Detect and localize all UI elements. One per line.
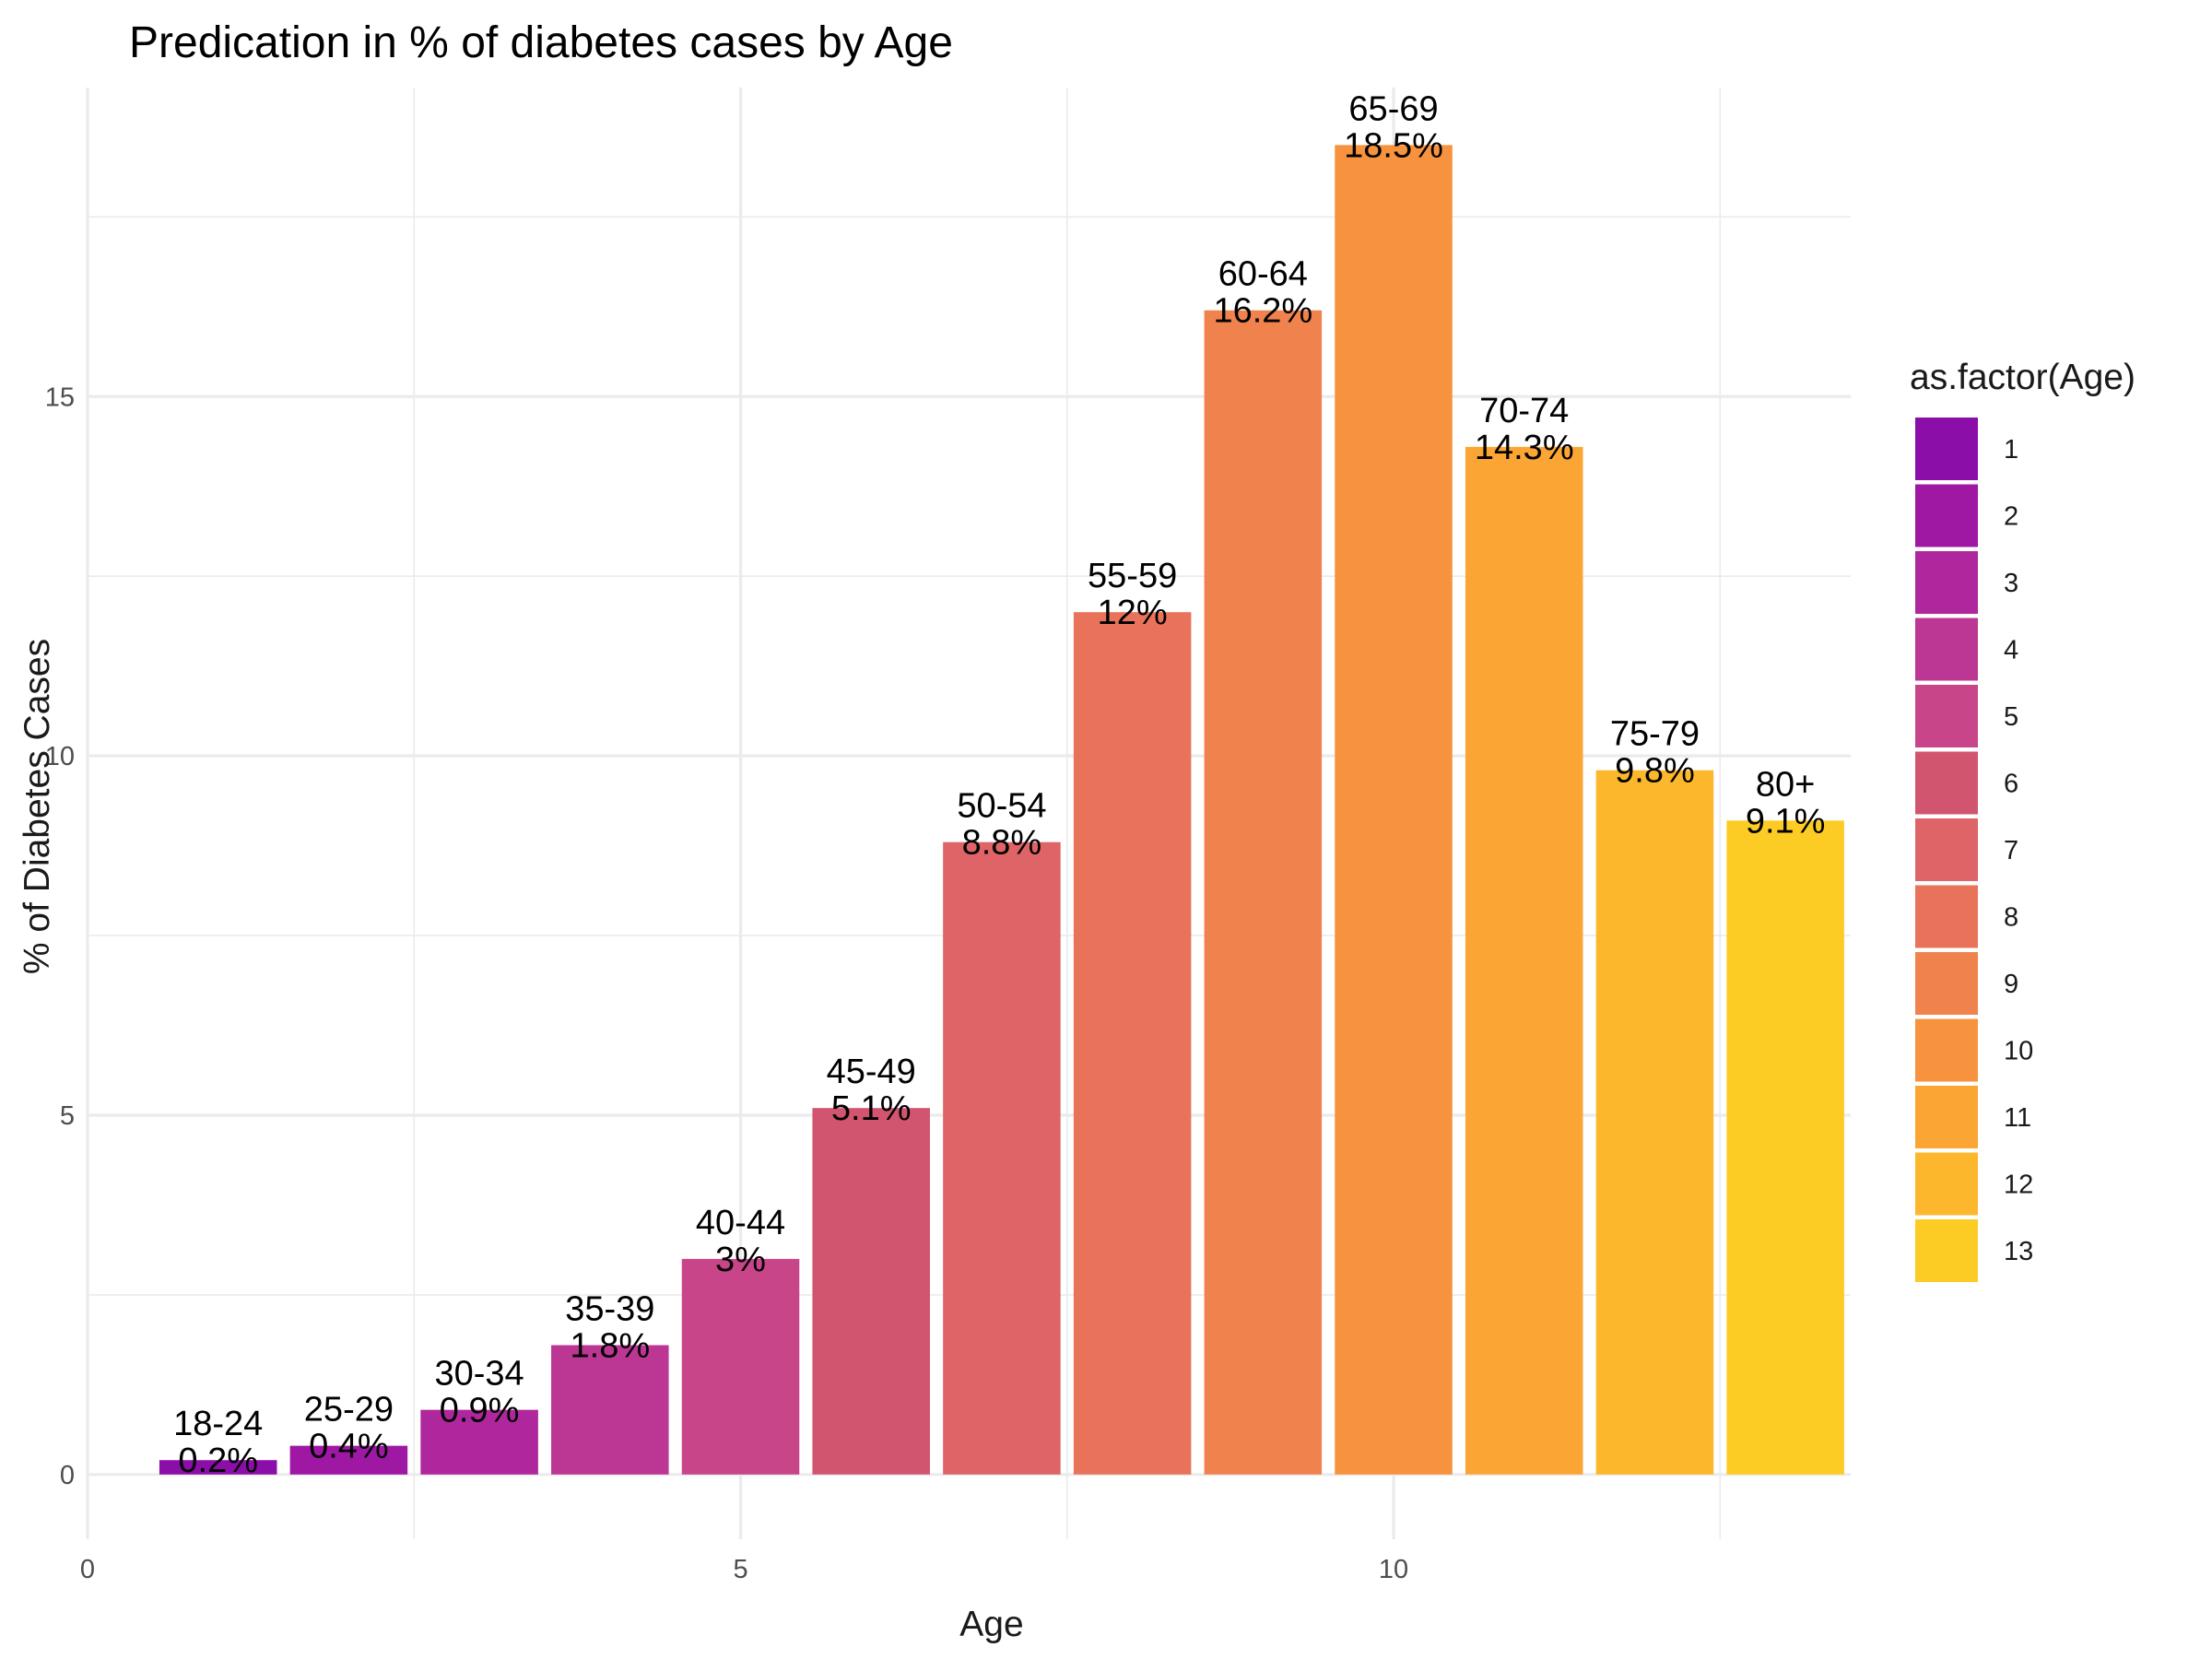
- legend-key-swatch: [1915, 751, 1978, 815]
- bar-value-label: 18.5%: [1344, 126, 1443, 165]
- legend-key-swatch: [1915, 484, 1978, 547]
- legend-key-swatch: [1915, 618, 1978, 681]
- bar-age-group-label: 80+: [1756, 765, 1815, 804]
- y-tick-label: 10: [45, 742, 75, 771]
- x-axis-ticks: 0 5 10: [80, 1555, 1408, 1584]
- x-axis-title: Age: [959, 1605, 1023, 1644]
- legend-key-swatch: [1915, 551, 1978, 614]
- bar-age-3: [420, 1409, 538, 1475]
- y-tick-label: 0: [60, 1461, 75, 1490]
- legend-key-swatch: [1915, 1219, 1978, 1282]
- legend-key-label: 11: [2004, 1103, 2031, 1133]
- bar-age-4: [551, 1345, 669, 1475]
- bar-value-label: 5.1%: [831, 1089, 912, 1128]
- bar-value-label: 9.8%: [1615, 752, 1695, 791]
- bar-age-6: [812, 1108, 930, 1475]
- bar-value-label: 8.8%: [962, 824, 1042, 863]
- bar-value-label: 12%: [1098, 594, 1168, 632]
- chart-title: Predication in % of diabetes cases by Ag…: [129, 18, 953, 67]
- x-tick-label: 10: [1379, 1555, 1408, 1584]
- bars: [159, 145, 1844, 1475]
- legend-key-label: 10: [2004, 1037, 2033, 1066]
- bar-value-label: 14.3%: [1475, 429, 1574, 467]
- legend-key-label: 6: [2004, 770, 2018, 799]
- bar-labels: 18-240.2% 25-290.4% 30-340.9% 35-391.8% 40-4…: [173, 89, 1825, 1480]
- bar-age-group-label: 45-49: [827, 1053, 916, 1091]
- bar-age-group-label: 75-79: [1610, 715, 1700, 754]
- legend-key-label: 3: [2004, 569, 2018, 598]
- legend-key-swatch: [1915, 885, 1978, 948]
- bar-age-13: [1726, 820, 1844, 1475]
- legend-key-swatch: [1915, 418, 1978, 480]
- x-tick-label: 0: [80, 1555, 95, 1584]
- legend-key-swatch: [1915, 1018, 1978, 1082]
- bar-value-label: 1.8%: [571, 1326, 651, 1365]
- legend-key-label: 9: [2004, 970, 2018, 999]
- bar-age-2: [289, 1445, 408, 1475]
- legend-title: as.factor(Age): [1910, 358, 2136, 397]
- bar-age-group-label: 50-54: [957, 787, 1046, 826]
- bar-age-9: [1204, 310, 1323, 1475]
- bar-age-5: [681, 1258, 800, 1475]
- x-tick-label: 5: [733, 1555, 747, 1584]
- legend-key-swatch: [1915, 818, 1978, 881]
- bar-value-label: 9.1%: [1746, 802, 1826, 841]
- bar-age-7: [943, 841, 1061, 1475]
- legend-key-swatch: [1915, 1152, 1978, 1216]
- bar-age-group-label: 60-64: [1218, 255, 1308, 294]
- legend-key-swatch: [1915, 685, 1978, 747]
- bar-value-label: 0.4%: [309, 1428, 389, 1466]
- legend-key-label: 13: [2004, 1237, 2033, 1266]
- y-axis-ticks: 0 5 10 15: [45, 382, 75, 1490]
- bar-age-group-label: 30-34: [435, 1355, 524, 1394]
- legend-key-label: 12: [2004, 1171, 2033, 1200]
- bar-age-1: [159, 1460, 277, 1475]
- bar-age-group-label: 65-69: [1348, 89, 1438, 128]
- bar-age-11: [1465, 446, 1583, 1475]
- legend-key-label: 4: [2004, 636, 2018, 665]
- bar-value-label: 0.2%: [178, 1441, 258, 1480]
- y-tick-label: 15: [45, 382, 75, 412]
- bar-age-group-label: 70-74: [1479, 392, 1569, 430]
- y-tick-label: 5: [60, 1101, 75, 1131]
- bar-age-10: [1335, 145, 1453, 1475]
- legend-key-label: 1: [2004, 435, 2018, 465]
- legend-key-label: 2: [2004, 502, 2018, 532]
- legend-key-label: 8: [2004, 903, 2018, 933]
- bar-value-label: 16.2%: [1213, 292, 1312, 331]
- bar-age-group-label: 18-24: [173, 1405, 263, 1443]
- bar-value-label: 0.9%: [440, 1392, 520, 1430]
- legend-key-swatch: [1915, 952, 1978, 1015]
- bar-age-group-label: 40-44: [696, 1204, 785, 1242]
- y-axis-title: % of Diabetes Cases: [18, 639, 57, 974]
- bar-age-8: [1073, 612, 1192, 1475]
- bar-age-group-label: 25-29: [304, 1391, 394, 1430]
- bar-age-group-label: 35-39: [565, 1289, 654, 1328]
- bar-age-12: [1595, 770, 1714, 1475]
- legend-key-label: 7: [2004, 836, 2018, 865]
- bar-value-label: 3%: [715, 1241, 766, 1279]
- bar-age-group-label: 55-59: [1088, 557, 1177, 595]
- legend-key-swatch: [1915, 1086, 1978, 1148]
- legend-key-label: 5: [2004, 702, 2018, 732]
